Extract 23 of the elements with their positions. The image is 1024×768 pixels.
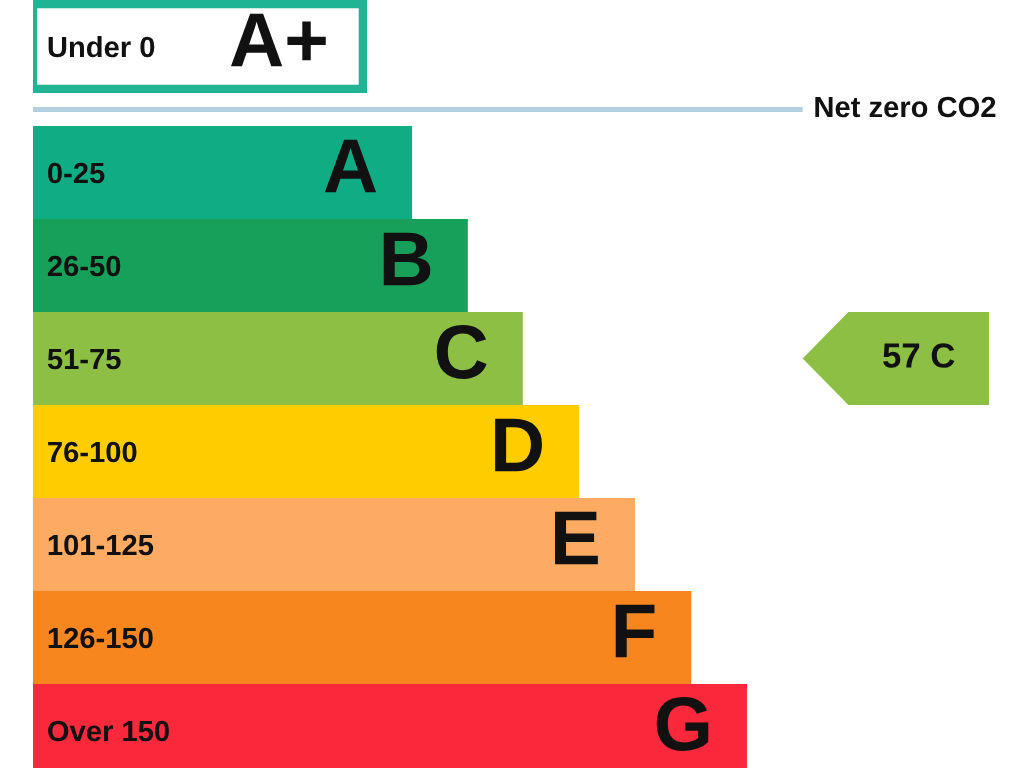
y-tick-label: 26-50 bbox=[47, 255, 121, 277]
bar bbox=[33, 498, 635, 592]
y-tick-label: 0-25 bbox=[48, 162, 105, 184]
y-tick-label: Under 0 bbox=[48, 35, 155, 58]
annotation: A bbox=[324, 139, 377, 193]
y-tick-label: 51-75 bbox=[47, 349, 121, 370]
annotation: E bbox=[555, 511, 598, 565]
y-tick-label: 76-100 bbox=[48, 441, 137, 463]
ref-line-label: Net zero CO2 bbox=[815, 96, 996, 118]
annotation: B bbox=[383, 232, 431, 286]
bar bbox=[33, 405, 580, 499]
y-tick-label: 101-125 bbox=[48, 534, 154, 556]
y-tick-label: 126-150 bbox=[48, 627, 153, 649]
annotation: G bbox=[656, 696, 709, 752]
text: 57 C bbox=[883, 343, 955, 368]
annotation: C bbox=[436, 324, 487, 380]
annotation: D bbox=[495, 418, 542, 472]
bar bbox=[33, 312, 523, 406]
y-tick-label: Over 150 bbox=[48, 720, 169, 742]
bar bbox=[33, 126, 413, 220]
annotation: A+ bbox=[230, 13, 326, 67]
bar bbox=[33, 219, 468, 313]
annotation: F bbox=[615, 604, 655, 658]
